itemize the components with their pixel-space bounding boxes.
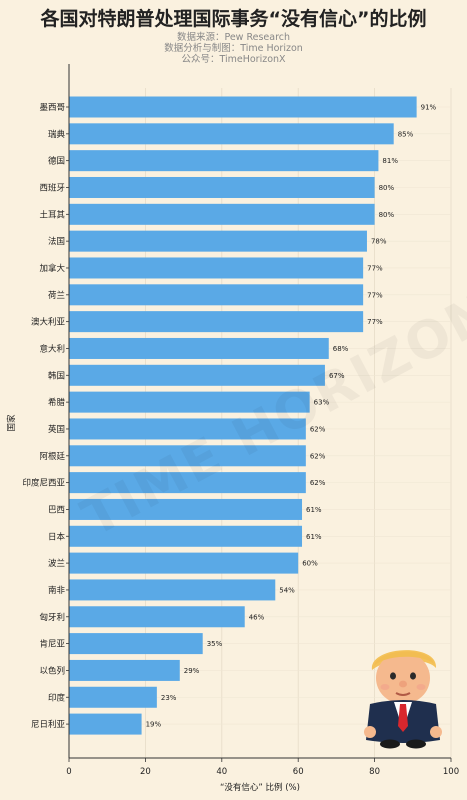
value-label: 85% — [398, 130, 414, 138]
value-label: 67% — [329, 372, 345, 380]
bar — [69, 123, 394, 145]
bar — [69, 96, 417, 118]
category-label: 南非 — [48, 585, 66, 596]
value-label: 19% — [146, 721, 162, 729]
bar — [69, 445, 306, 467]
value-label: 77% — [367, 318, 383, 326]
bar — [69, 713, 142, 735]
bar — [69, 311, 364, 333]
value-label: 80% — [379, 184, 395, 192]
category-label: 尼日利亚 — [31, 719, 66, 730]
value-label: 62% — [310, 425, 326, 433]
value-label: 68% — [333, 345, 349, 353]
bar — [69, 230, 367, 252]
value-label: 35% — [207, 640, 223, 648]
category-label: 墨西哥 — [39, 103, 65, 113]
x-tick-label: 40 — [216, 767, 227, 777]
bar — [69, 633, 203, 655]
category-label: 德国 — [48, 156, 65, 167]
value-label: 54% — [279, 586, 295, 594]
value-label: 29% — [184, 667, 200, 675]
bar — [69, 472, 306, 494]
bars: 91% 85% 81% 80% 80% 78% 77% 77% 77% 68% 67% 63% 62% 6… — [69, 96, 437, 735]
bar — [69, 659, 180, 681]
category-label: 加拿大 — [39, 263, 65, 274]
category-label: 土耳其 — [39, 209, 65, 220]
category-label: 希腊 — [48, 397, 66, 408]
x-tick-label: 80 — [369, 767, 380, 777]
bar — [69, 525, 303, 547]
category-label: 波兰 — [48, 558, 65, 569]
value-label: 60% — [302, 560, 318, 568]
category-label: 印度尼西亚 — [22, 478, 65, 489]
value-label: 77% — [367, 264, 383, 272]
account-text: 公众号：TimeHorizonX — [181, 54, 286, 65]
x-tick-label: 60 — [293, 767, 304, 777]
value-label: 77% — [367, 291, 383, 299]
bar — [69, 418, 306, 440]
bar — [69, 150, 379, 172]
value-label: 62% — [310, 479, 326, 487]
bar — [69, 337, 329, 359]
bar — [69, 579, 276, 601]
category-label: 澳大利亚 — [31, 317, 66, 328]
bar — [69, 391, 310, 413]
x-tick-label: 100 — [443, 767, 459, 777]
category-label: 英国 — [48, 424, 65, 435]
category-label: 印度 — [48, 692, 66, 703]
category-label: 意大利 — [39, 343, 65, 354]
value-label: 62% — [310, 452, 326, 460]
bar — [69, 203, 375, 225]
value-label: 61% — [306, 533, 322, 541]
category-label: 巴西 — [48, 505, 65, 515]
mascot-figure-icon — [364, 650, 442, 749]
category-label: 肯尼亚 — [39, 639, 65, 650]
category-label: 瑞典 — [48, 129, 66, 140]
x-tick-label: 20 — [140, 767, 151, 777]
bar — [69, 606, 245, 628]
bar — [69, 284, 364, 306]
value-label: 80% — [379, 211, 395, 219]
value-label: 78% — [371, 238, 387, 246]
axes: 0 20 40 60 80 100 墨西哥瑞典德国西班牙土耳其法国加拿大荷兰澳大利亚意大利韩… — [22, 64, 459, 777]
category-label: 法国 — [48, 236, 65, 247]
author-credit-text: 数据分析与制图：Time Horizon — [164, 43, 303, 54]
value-label: 46% — [249, 613, 265, 621]
category-label: 荷兰 — [48, 290, 65, 301]
x-axis-title: “没有信心” 比例 (%) — [220, 782, 300, 793]
value-label: 81% — [382, 157, 398, 165]
category-label: 日本 — [48, 531, 66, 542]
bar — [69, 552, 299, 574]
x-tick-label: 0 — [66, 767, 71, 777]
chart-title: 各国对特朗普处理国际事务“没有信心”的比例 — [40, 8, 427, 30]
category-label: 西班牙 — [39, 182, 65, 193]
category-label: 匈牙利 — [39, 612, 65, 623]
y-axis-title: 国家 — [6, 414, 17, 432]
bar — [69, 686, 157, 708]
value-label: 23% — [161, 694, 177, 702]
value-label: 63% — [314, 399, 330, 407]
bar — [69, 498, 303, 520]
data-source-text: 数据来源：Pew Research — [176, 32, 291, 43]
value-label: 91% — [421, 104, 437, 112]
category-label: 以色列 — [39, 665, 65, 676]
category-label: 韩国 — [48, 370, 65, 381]
bar — [69, 176, 375, 198]
bar — [69, 364, 325, 386]
value-label: 61% — [306, 506, 322, 514]
category-label: 阿根廷 — [39, 451, 65, 462]
bar — [69, 257, 364, 279]
